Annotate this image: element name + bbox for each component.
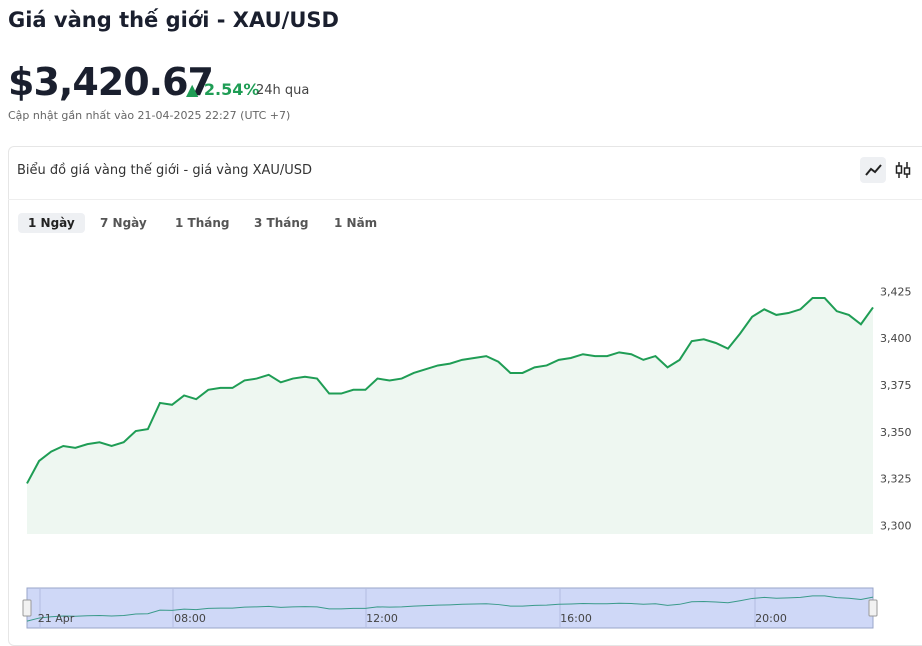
candle-view-button[interactable] [890, 157, 916, 183]
price: $3,420.67 [8, 60, 214, 104]
navigator [26, 587, 874, 629]
y-tick-label: 3,400 [880, 332, 912, 345]
navigator-label: 16:00 [560, 612, 592, 625]
range-tab[interactable]: 3 Tháng [254, 216, 309, 230]
navigator-line [26, 595, 874, 622]
range-tab[interactable]: 7 Ngày [100, 216, 147, 230]
y-tick-label: 3,325 [880, 473, 912, 486]
range-tab[interactable]: 1 Năm [334, 216, 378, 230]
change-value: 2.54% [203, 80, 260, 99]
line-view-button[interactable] [860, 157, 886, 183]
page-title: Giá vàng thế giới - XAU/USD [8, 8, 339, 32]
range-tab[interactable]: 1 Ngày [18, 213, 85, 233]
range-tab[interactable]: 1 Tháng [175, 216, 230, 230]
navigator-label: 20:00 [755, 612, 787, 625]
navigator-handle [22, 599, 32, 617]
navigator-handle [868, 599, 878, 617]
y-tick-label: 3,350 [880, 426, 912, 439]
price-change: ▲ 2.54% [186, 80, 260, 99]
divider [8, 199, 922, 200]
navigator-label: 08:00 [174, 612, 206, 625]
line-icon [865, 164, 882, 176]
area-fill [27, 298, 873, 534]
updated-time: Cập nhật gần nhất vào 21-04-2025 22:27 (… [8, 109, 291, 122]
navigator-label: 12:00 [366, 612, 398, 625]
y-tick-label: 3,375 [880, 379, 912, 392]
y-tick-label: 3,300 [880, 520, 912, 533]
price-line [26, 297, 874, 484]
change-period: 24h qua [256, 83, 310, 98]
navigator-label: 21 Apr [38, 612, 75, 625]
candle-icon [895, 162, 911, 178]
y-tick-label: 3,425 [880, 285, 912, 298]
card-title: Biểu đồ giá vàng thế giới - giá vàng XAU… [17, 163, 313, 178]
